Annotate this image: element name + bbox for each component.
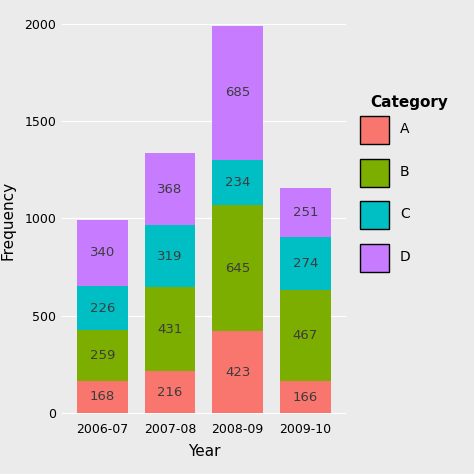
Bar: [77, 286, 128, 330]
Text: 319: 319: [157, 250, 182, 263]
Text: 423: 423: [225, 365, 250, 379]
FancyBboxPatch shape: [360, 116, 390, 144]
Bar: [280, 188, 331, 237]
Text: C: C: [400, 207, 410, 221]
Bar: [280, 290, 331, 381]
Text: 166: 166: [293, 391, 318, 403]
Bar: [280, 381, 331, 413]
Text: B: B: [400, 164, 410, 179]
Text: 234: 234: [225, 176, 250, 189]
Bar: [212, 26, 263, 160]
Bar: [77, 330, 128, 381]
Text: Category: Category: [371, 95, 448, 110]
Bar: [145, 154, 195, 225]
Text: 259: 259: [90, 349, 115, 362]
Text: 467: 467: [293, 329, 318, 342]
Text: 368: 368: [157, 183, 182, 196]
Text: 226: 226: [90, 301, 115, 315]
Text: 168: 168: [90, 391, 115, 403]
Text: 685: 685: [225, 86, 250, 100]
Bar: [280, 237, 331, 290]
Text: 431: 431: [157, 323, 182, 336]
Text: A: A: [400, 122, 410, 136]
FancyBboxPatch shape: [360, 201, 390, 229]
Text: D: D: [400, 250, 410, 264]
Text: 340: 340: [90, 246, 115, 259]
Text: 645: 645: [225, 262, 250, 274]
FancyBboxPatch shape: [360, 159, 390, 187]
Text: 216: 216: [157, 386, 182, 399]
Bar: [145, 371, 195, 413]
Bar: [212, 331, 263, 413]
Y-axis label: Frequency: Frequency: [1, 181, 16, 260]
Text: 251: 251: [292, 206, 318, 219]
X-axis label: Year: Year: [188, 444, 220, 459]
Bar: [212, 160, 263, 205]
Bar: [212, 205, 263, 331]
Bar: [145, 287, 195, 371]
Bar: [77, 381, 128, 413]
FancyBboxPatch shape: [360, 244, 390, 272]
Text: 274: 274: [293, 257, 318, 270]
Bar: [145, 225, 195, 287]
Bar: [77, 220, 128, 286]
